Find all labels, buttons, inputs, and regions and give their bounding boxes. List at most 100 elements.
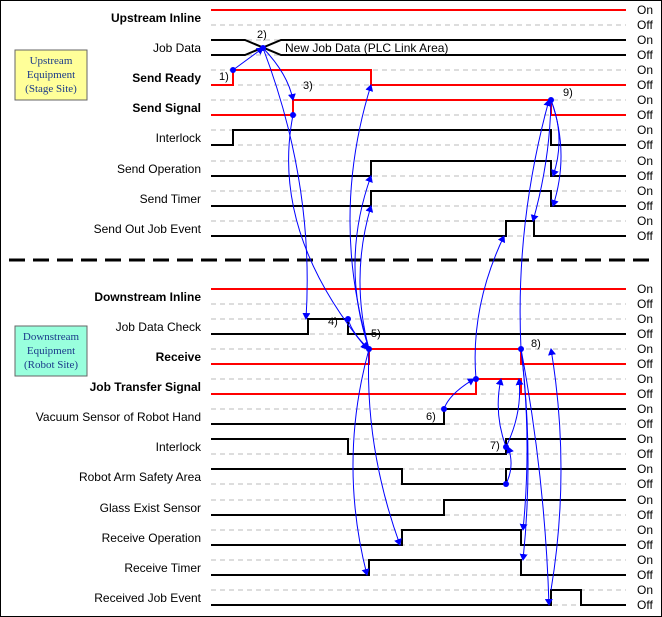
notes: New Job Data (PLC Link Area) bbox=[285, 41, 448, 55]
state-off-label: Off bbox=[637, 48, 653, 62]
state-on-label: On bbox=[637, 184, 653, 198]
step-marker: 4) bbox=[328, 316, 338, 328]
state-on-label: On bbox=[637, 372, 653, 386]
state-off-label: Off bbox=[637, 169, 653, 183]
state-off-label: Off bbox=[637, 18, 653, 32]
downstream-equipment-box: Downstream Equipment (Robot Site) bbox=[14, 325, 88, 377]
box-text-line: Upstream bbox=[30, 55, 73, 67]
upstream-equipment-box: Upstream Equipment (Stage Site) bbox=[14, 49, 88, 101]
box-text-line: Equipment bbox=[27, 345, 75, 357]
signal-label: Glass Exist Sensor bbox=[100, 501, 201, 515]
box-text-line: (Robot Site) bbox=[24, 359, 78, 371]
causality-arrow bbox=[550, 99, 562, 207]
causality-arrow bbox=[519, 99, 552, 350]
state-on-label: On bbox=[637, 432, 653, 446]
signal-label: Send Signal bbox=[132, 101, 201, 115]
signal-waveform bbox=[211, 468, 626, 485]
signal-waveform bbox=[211, 348, 626, 365]
step-marker: 8) bbox=[531, 338, 541, 350]
state-on-label: On bbox=[637, 553, 653, 567]
causality-arrows bbox=[230, 45, 562, 606]
state-on-label: On bbox=[637, 312, 653, 326]
signal-label: Receive Timer bbox=[124, 561, 201, 575]
state-on-label: On bbox=[637, 342, 653, 356]
box-text-line: (Stage Site) bbox=[25, 83, 77, 95]
causality-arrow bbox=[495, 378, 507, 448]
box-text-line: Downstream bbox=[23, 331, 80, 343]
signal-label: Job Data Check bbox=[116, 320, 202, 334]
state-on-label: On bbox=[637, 3, 653, 17]
state-on-label: On bbox=[637, 214, 653, 228]
state-off-label: Off bbox=[637, 297, 653, 311]
signal-waveform bbox=[211, 99, 626, 116]
signal-label: Robot Arm Safety Area bbox=[79, 470, 201, 484]
signal-label: Receive Operation bbox=[102, 531, 201, 545]
signal-waveform bbox=[211, 69, 626, 86]
signal-waveform bbox=[211, 318, 626, 335]
signal-waveform bbox=[211, 499, 626, 516]
signal-label: Send Timer bbox=[140, 192, 201, 206]
state-off-label: Off bbox=[637, 387, 653, 401]
signal-waveform bbox=[211, 220, 626, 237]
state-on-label: On bbox=[637, 282, 653, 296]
step-marker: 1) bbox=[219, 71, 229, 83]
signal-waveform bbox=[211, 559, 626, 576]
signal-waveform bbox=[211, 129, 626, 146]
signal-label: Upstream Inline bbox=[111, 11, 201, 25]
state-on-label: On bbox=[637, 63, 653, 77]
causality-arrow bbox=[368, 348, 402, 546]
waveforms bbox=[211, 9, 626, 606]
box-background bbox=[14, 49, 88, 101]
state-on-label: On bbox=[637, 493, 653, 507]
causality-arrow bbox=[530, 99, 552, 222]
state-on-label: On bbox=[637, 33, 653, 47]
step-marker: 5) bbox=[371, 328, 381, 340]
equipment-boxes: Upstream Equipment (Stage Site) Downstream E… bbox=[14, 49, 88, 377]
signal-waveform bbox=[211, 160, 626, 177]
job-data-note: New Job Data (PLC Link Area) bbox=[285, 41, 448, 55]
signal-waveform bbox=[211, 408, 626, 425]
causality-arrow bbox=[359, 205, 374, 350]
state-off-label: Off bbox=[637, 447, 653, 461]
causality-arrow bbox=[443, 378, 475, 410]
state-off-label: Off bbox=[637, 199, 653, 213]
signal-waveform bbox=[211, 438, 626, 455]
box-background bbox=[14, 325, 88, 377]
causality-arrow bbox=[354, 175, 373, 350]
state-off-label: Off bbox=[637, 598, 653, 612]
state-on-label: On bbox=[637, 154, 653, 168]
state-off-label: Off bbox=[637, 568, 653, 582]
step-marker: 2) bbox=[257, 29, 267, 41]
signal-label: Received Job Event bbox=[94, 591, 201, 605]
state-off-label: Off bbox=[637, 417, 653, 431]
state-off-label: Off bbox=[637, 357, 653, 371]
state-on-label: On bbox=[637, 402, 653, 416]
state-on-label: On bbox=[637, 523, 653, 537]
box-text-line: Equipment bbox=[27, 69, 75, 81]
signal-label: Send Out Job Event bbox=[94, 222, 202, 236]
causality-arrow bbox=[519, 348, 529, 561]
signal-label: Job Data bbox=[153, 41, 201, 55]
signal-label: Downstream Inline bbox=[94, 290, 201, 304]
causality-arrow bbox=[474, 235, 506, 380]
state-on-label: On bbox=[637, 93, 653, 107]
state-labels: OnOffOnOffOnOffOnOffOnOffOnOffOnOffOnOff… bbox=[637, 3, 653, 612]
causality-arrow bbox=[352, 348, 370, 576]
causality-arrow bbox=[520, 348, 553, 606]
signal-label: Interlock bbox=[156, 131, 202, 145]
step-marker: 9) bbox=[563, 87, 573, 99]
state-on-label: On bbox=[637, 462, 653, 476]
state-on-label: On bbox=[637, 123, 653, 137]
signal-waveform bbox=[211, 378, 626, 395]
state-on-label: On bbox=[637, 583, 653, 597]
step-marker: 6) bbox=[426, 411, 436, 423]
causality-arrow bbox=[232, 47, 264, 71]
signal-waveform bbox=[211, 589, 626, 606]
signal-label: Vacuum Sensor of Robot Hand bbox=[36, 410, 201, 424]
signal-label: Send Ready bbox=[132, 71, 201, 85]
signal-waveform bbox=[211, 190, 626, 207]
causality-arrow bbox=[288, 114, 368, 350]
signal-labels: Upstream Inline Job Data Send Ready Send Si… bbox=[36, 11, 202, 605]
state-off-label: Off bbox=[637, 538, 653, 552]
